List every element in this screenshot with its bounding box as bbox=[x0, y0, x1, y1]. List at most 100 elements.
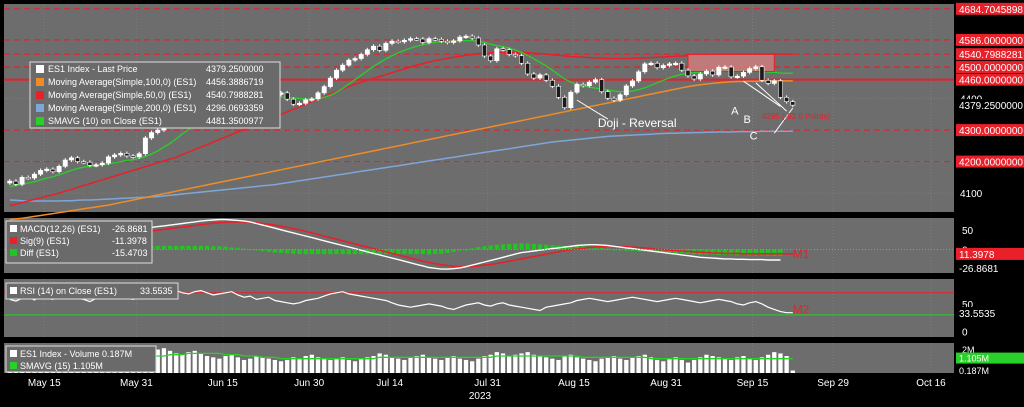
candle-body bbox=[673, 62, 679, 66]
volume-bar bbox=[303, 356, 308, 373]
label-b: B bbox=[743, 114, 750, 126]
macd-diff-bar bbox=[654, 249, 660, 252]
candle-body bbox=[414, 38, 420, 41]
volume-bar bbox=[753, 359, 758, 373]
volume-bar bbox=[426, 357, 432, 373]
candle-body bbox=[747, 68, 753, 73]
volume-bar bbox=[186, 352, 191, 373]
last-price-box bbox=[956, 99, 1024, 112]
macd-diff-bar bbox=[513, 243, 518, 250]
macd-diff-bar bbox=[433, 249, 438, 255]
volume-bar bbox=[229, 354, 234, 373]
macd-diff-bar bbox=[507, 243, 512, 250]
level-label: 4500.0000000 bbox=[959, 63, 1023, 74]
candle-body bbox=[660, 65, 666, 68]
candle-body bbox=[445, 40, 450, 43]
legend-value: 4456.3886719 bbox=[206, 77, 264, 87]
volume-bar bbox=[161, 348, 167, 373]
candle-body bbox=[451, 40, 457, 43]
volume-bar bbox=[463, 359, 469, 373]
x-tick-label: Aug 15 bbox=[558, 378, 590, 389]
volume-sma-box bbox=[956, 352, 1024, 364]
macd-diff-bar bbox=[476, 247, 481, 250]
candle-body bbox=[790, 101, 796, 106]
macd-diff-bar bbox=[716, 249, 721, 255]
volume-bar bbox=[377, 353, 382, 373]
candle-body bbox=[87, 161, 93, 166]
rsi-legend-label: RSI (14) on Close (ES1) bbox=[20, 286, 117, 296]
candle-body bbox=[586, 81, 592, 86]
candle-body bbox=[710, 70, 716, 76]
macd-diff-bar bbox=[211, 246, 216, 250]
macd-legend-box bbox=[5, 220, 153, 264]
macd-diff-bar bbox=[722, 249, 728, 255]
volume-bar bbox=[636, 356, 641, 373]
level-label-box bbox=[956, 2, 1024, 15]
candle-body bbox=[753, 66, 759, 69]
candle-body bbox=[401, 39, 407, 43]
candle-body bbox=[44, 168, 50, 171]
candle-body bbox=[562, 96, 568, 108]
volume-bar bbox=[661, 361, 666, 373]
macd-diff-bar bbox=[494, 244, 499, 250]
doji-annotation: Doji - Reversal bbox=[598, 116, 677, 130]
level-label-box bbox=[956, 124, 1024, 137]
candle-body bbox=[593, 79, 598, 83]
macd-diff-bar bbox=[470, 248, 475, 250]
macd-diff-bar bbox=[254, 249, 259, 251]
legend-label: Moving Average(Simple,100,0) (ES1) bbox=[48, 77, 196, 87]
volume-bar bbox=[315, 357, 321, 373]
macd-diff-bar bbox=[285, 249, 290, 254]
candle-body bbox=[56, 166, 62, 172]
volume-bar bbox=[562, 356, 567, 373]
volume-bar bbox=[704, 354, 709, 373]
legend-swatch bbox=[36, 78, 44, 86]
candle-body bbox=[734, 75, 740, 78]
candle-body bbox=[371, 45, 376, 50]
candle-body bbox=[408, 38, 413, 41]
macd-diff-bar bbox=[710, 249, 715, 255]
macd-diff-bar bbox=[661, 249, 666, 253]
volume-bar bbox=[297, 358, 302, 373]
volume-bar bbox=[217, 358, 222, 373]
rsi-legend-swatch bbox=[10, 287, 17, 294]
level-label: 4540.7988281 bbox=[959, 50, 1023, 61]
macd-diff-bar bbox=[568, 245, 573, 250]
rsi-y-tick: 0 bbox=[962, 327, 968, 338]
volume-bar bbox=[790, 370, 795, 373]
candle-body bbox=[68, 157, 74, 161]
drop-note: 4295 (-92.0 Points) bbox=[762, 112, 830, 121]
volume-bar bbox=[593, 361, 598, 373]
macd-value-box bbox=[956, 261, 1024, 274]
macd-diff-bar bbox=[322, 249, 327, 255]
volume-bar bbox=[340, 357, 345, 373]
candle-body bbox=[648, 62, 654, 66]
macd-diff-bar bbox=[550, 245, 555, 250]
volume-bar bbox=[192, 350, 197, 373]
candle-body bbox=[500, 48, 506, 51]
legend-value: 4296.0693359 bbox=[206, 103, 264, 113]
rsi-legend-value: 33.5535 bbox=[140, 286, 173, 296]
volume-bar bbox=[235, 357, 241, 373]
level-label: 4684.7045898 bbox=[959, 5, 1023, 16]
candle-body bbox=[697, 73, 703, 80]
macd-diff-bar bbox=[728, 249, 734, 255]
candle-body bbox=[716, 67, 722, 76]
macd-signal-right: 11.3978 bbox=[959, 250, 995, 261]
candle-body bbox=[327, 77, 333, 87]
candle-body bbox=[290, 98, 296, 105]
candle-body bbox=[334, 69, 339, 79]
sma100-line bbox=[9, 80, 793, 221]
volume-y-tick: 2M bbox=[962, 345, 975, 355]
candle-body bbox=[617, 94, 623, 101]
volume-bar bbox=[389, 357, 395, 373]
macd-diff-bar bbox=[741, 249, 746, 255]
candle-body bbox=[636, 71, 642, 82]
macd-diff-bar bbox=[309, 249, 315, 255]
macd-diff-bar bbox=[519, 243, 524, 250]
volume-bar bbox=[482, 356, 487, 373]
volume-bar bbox=[537, 356, 543, 373]
last-price-label: 4379.2500000 bbox=[959, 101, 1023, 112]
candle-body bbox=[426, 38, 432, 43]
macd-legend-value: -26.8681 bbox=[112, 224, 148, 234]
